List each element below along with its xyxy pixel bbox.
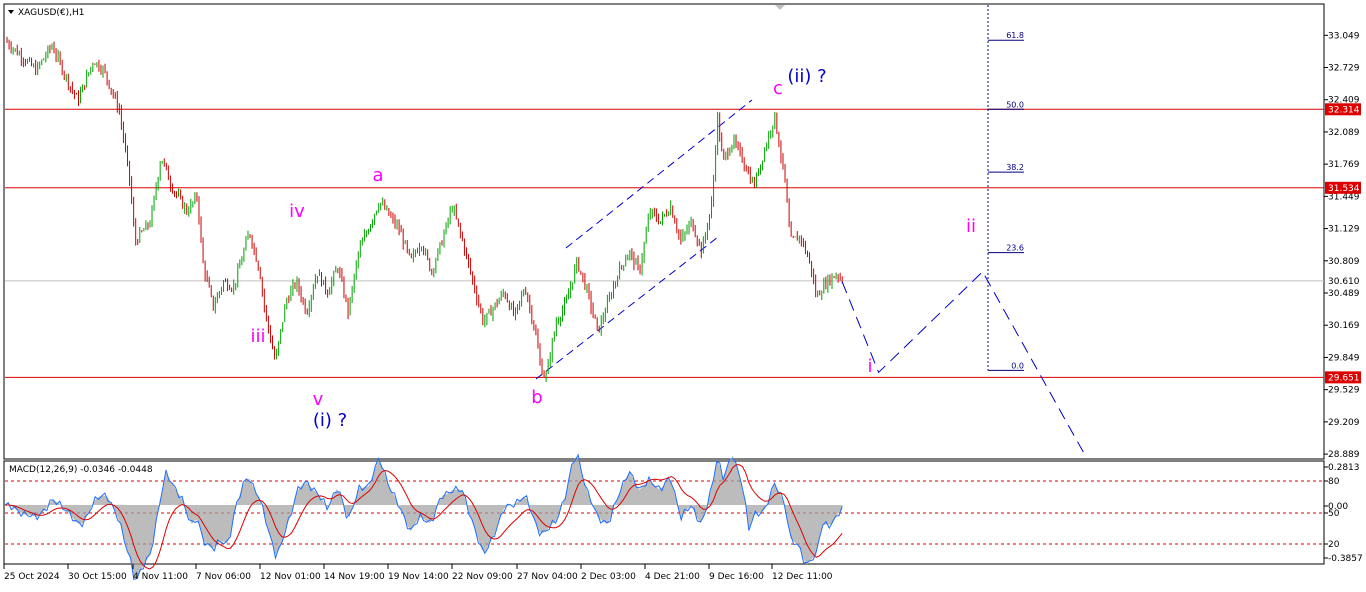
- fib-level-label: 38.2: [1006, 163, 1024, 172]
- level-price-tag-box: [1325, 103, 1361, 116]
- wave-label: ii: [966, 216, 976, 237]
- macd-signal-line: [4, 464, 843, 570]
- time-tick-label: 2 Dec 03:00: [581, 572, 636, 582]
- fib-level-label: 23.6: [1006, 244, 1024, 253]
- current-price-tag-box: [1325, 274, 1361, 287]
- level-price-tag: 32.314: [1328, 105, 1360, 115]
- price-tick-label: 30.489: [1328, 289, 1360, 299]
- fib-level-label: 50.0: [1006, 100, 1024, 109]
- trend-channel: [535, 99, 753, 380]
- current-price-tag: 30.610: [1328, 277, 1360, 287]
- price-tags: 32.314 31.534 29.651 30.610: [1325, 103, 1361, 384]
- dropdown-triangle-icon[interactable]: [8, 10, 14, 14]
- fib-levels: 61.8 50.0 38.2 23.6 0.0: [987, 5, 1024, 371]
- time-tick-label: 4 Dec 21:00: [645, 572, 700, 582]
- macd-tick-label: 0.2813: [1328, 463, 1360, 473]
- macd-tick-label: 80: [1328, 477, 1340, 487]
- projection-lines: [841, 270, 1088, 459]
- candles: [6, 36, 843, 383]
- wave-label: iv: [289, 201, 305, 222]
- macd-tick-label: -0.3857: [1328, 554, 1363, 564]
- scroll-marker-icon[interactable]: [775, 5, 785, 10]
- time-tick-label: 9 Dec 16:00: [709, 572, 764, 582]
- projection-path: [841, 270, 1088, 459]
- time-tick-label: 12 Dec 11:00: [772, 572, 833, 582]
- price-tick-label: 33.049: [1328, 31, 1360, 41]
- wave-label: i: [867, 356, 872, 377]
- price-tick-label: 31.769: [1328, 160, 1360, 170]
- wave-label: v: [313, 389, 324, 410]
- symbol-label: XAGUSD(€),H1: [18, 8, 84, 18]
- level-price-tag-box: [1325, 181, 1361, 194]
- time-tick-label: 19 Nov 14:00: [388, 572, 449, 582]
- macd-line: [4, 453, 843, 581]
- price-tick-label: 31.129: [1328, 225, 1360, 235]
- price-tick-label: 32.729: [1328, 64, 1360, 74]
- macd-tick-label: 0.00: [1328, 502, 1348, 512]
- time-tick-label: 12 Nov 01:00: [260, 572, 321, 582]
- time-tick-label: 25 Oct 2024: [4, 572, 60, 582]
- fib-level-label: 0.0: [1011, 361, 1024, 370]
- price-tick-label: 30.169: [1328, 321, 1360, 331]
- time-tick-label: 27 Nov 04:00: [517, 572, 578, 582]
- price-tick-label: 28.889: [1328, 450, 1360, 460]
- price-tick-label: 30.809: [1328, 257, 1360, 267]
- time-tick-label: 22 Nov 09:00: [452, 572, 513, 582]
- price-tick-label: 31.449: [1328, 192, 1360, 202]
- price-tick-label: 32.089: [1328, 128, 1360, 138]
- wave-label: b: [531, 387, 542, 408]
- level-price-tag: 31.534: [1328, 184, 1360, 194]
- wave-label: (ii) ?: [787, 66, 826, 87]
- level-price-tag: 29.651: [1328, 373, 1360, 383]
- price-tick-label: 29.529: [1328, 386, 1360, 396]
- level-price-tag-box: [1325, 371, 1361, 384]
- wave-label: iii: [250, 326, 265, 347]
- wave-label: a: [372, 165, 383, 186]
- time-axis: 25 Oct 2024 30 Oct 15:00 4 Nov 11:00 7 Nov …: [3, 564, 833, 582]
- main-plot-frame: [3, 3, 1325, 460]
- fib-level-label: 61.8: [1006, 31, 1024, 40]
- macd-tick-label: 50: [1328, 509, 1340, 519]
- macd-tick-label: 20: [1328, 540, 1340, 550]
- channel-upper-line: [565, 99, 753, 249]
- level-lines: [5, 108, 1324, 378]
- time-tick-label: 14 Nov 19:00: [324, 572, 385, 582]
- price-tick-label: 29.209: [1328, 418, 1360, 428]
- wave-label: c: [773, 78, 783, 99]
- time-tick-label: 4 Nov 11:00: [133, 572, 188, 582]
- time-tick-label: 30 Oct 15:00: [68, 572, 127, 582]
- price-tick-label: 32.409: [1328, 96, 1360, 106]
- time-tick-label: 7 Nov 06:00: [196, 572, 251, 582]
- price-tick-label: 29.849: [1328, 353, 1360, 363]
- indicator-label: MACD(12,26,9) -0.0346 -0.0448: [9, 465, 153, 475]
- price-axis: 33.049 32.729 32.409 32.089 31.769 31.449 31.1…: [1324, 31, 1360, 460]
- macd-panel: 0.2813 80 500.00 20 -0.3857: [4, 453, 1363, 581]
- wave-label: (i) ?: [313, 410, 347, 431]
